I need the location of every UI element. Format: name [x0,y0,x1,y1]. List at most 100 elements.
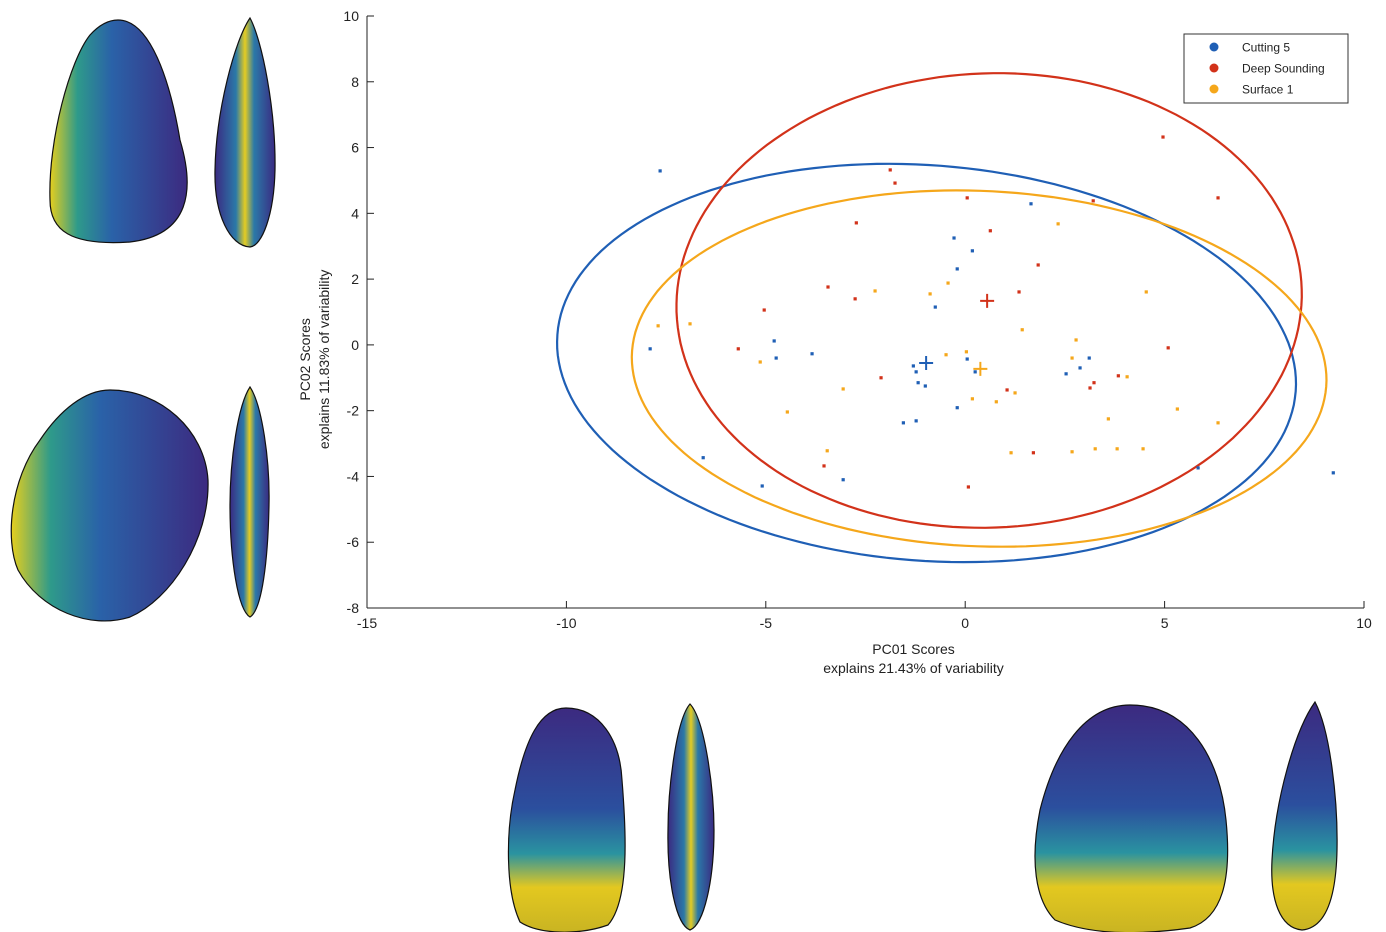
confidence-ellipse [555,162,1298,564]
point [873,289,877,293]
point [1087,356,1091,360]
centroid [973,361,988,376]
y-tick-label: -6 [347,534,360,550]
shape-view [49,19,188,244]
point [785,410,789,414]
point [1031,451,1035,455]
shape-view [507,707,626,932]
point [1175,407,1179,411]
point [1196,466,1200,470]
point [810,352,814,356]
point [1056,222,1060,226]
shape-views [10,16,1338,932]
point [648,347,652,351]
point [944,353,948,357]
point [758,360,762,364]
point [854,221,858,225]
shape-view [1271,700,1338,931]
point [914,370,918,374]
point [994,400,998,404]
point [973,370,977,374]
y-tick-label: 2 [351,271,359,287]
point [822,464,826,468]
point [825,449,829,453]
point [772,339,776,343]
point [1013,391,1017,395]
point [1092,381,1096,385]
point [1125,375,1129,379]
point [1091,199,1095,203]
legend-label: Cutting 5 [1242,41,1290,55]
y-tick-label: 0 [351,337,359,353]
y-tick-label: 6 [351,140,359,156]
point [1331,471,1335,475]
point [965,357,969,361]
point [1078,366,1082,370]
point [901,421,905,425]
point [879,376,883,380]
point [966,485,970,489]
legend: Cutting 5 Deep Sounding Surface 1 [1183,33,1349,104]
point [1093,447,1097,451]
point [888,168,892,172]
legend-marker [1209,63,1219,73]
centroid [919,355,934,370]
point [656,324,660,328]
point [1029,202,1033,206]
y-tick-label: -2 [347,403,360,419]
point [964,350,968,354]
point [933,305,937,309]
x-tick-label: 10 [1356,615,1372,631]
point [658,169,662,173]
point [955,406,959,410]
x-tick-label: -5 [760,615,773,631]
point [893,181,897,185]
point [841,387,845,391]
point [914,419,918,423]
point [1020,328,1024,332]
point [952,236,956,240]
y-tick-label: -8 [347,600,360,616]
point [923,384,927,388]
point [762,308,766,312]
point [1036,263,1040,267]
x-axis-label: explains 21.43% of variability [823,660,1004,676]
point [1161,135,1165,139]
point [1116,374,1120,378]
point [1070,450,1074,454]
point [1166,346,1170,350]
point [1216,196,1220,200]
point [1009,451,1013,455]
point [841,478,845,482]
legend-label: Deep Sounding [1242,62,1325,76]
shape-view [214,16,276,248]
point [701,456,705,460]
point [1074,338,1078,342]
point [853,297,857,301]
point [1005,388,1009,392]
point [826,285,830,289]
plot-area: -15 -10 -5 0 5 10 -8 -6 -4 -2 0 2 4 6 8 10 PC01 Scores ex… [297,8,1372,676]
shape-view [10,389,209,622]
point [688,322,692,326]
shape-view [1034,704,1229,932]
centroid [980,293,995,308]
point [911,364,915,368]
point [1106,417,1110,421]
point [1115,447,1119,451]
point [1216,421,1220,425]
point [928,292,932,296]
point [916,381,920,385]
y-axis-label: explains 11.83% of variability [316,270,332,450]
shape-view [229,385,270,618]
point [965,196,969,200]
x-tick-label: 5 [1161,615,1169,631]
confidence-ellipse [675,72,1303,529]
point [1144,290,1148,294]
x-axis-label: PC01 Scores [872,641,954,657]
legend-marker [1209,42,1219,52]
confidence-ellipse [630,189,1328,548]
x-tick-label: 0 [961,615,969,631]
y-tick-label: 10 [343,8,359,24]
